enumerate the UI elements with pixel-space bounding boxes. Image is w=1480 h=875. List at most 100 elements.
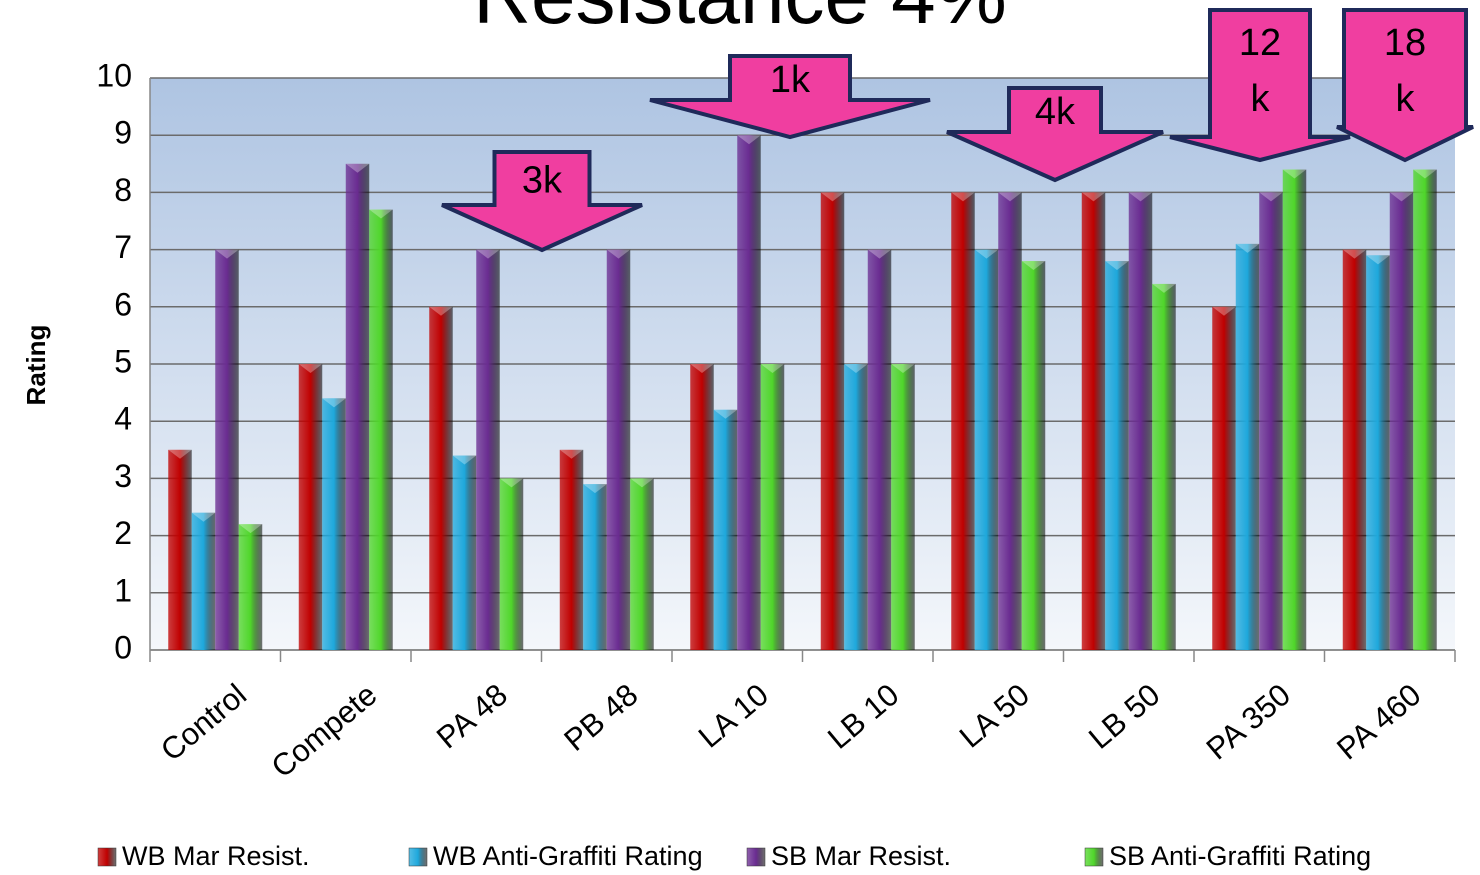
x-tick-label: PA 48 bbox=[430, 677, 514, 756]
callout-label: k bbox=[1396, 78, 1416, 120]
bar-cap bbox=[476, 249, 500, 259]
y-tick-label: 3 bbox=[114, 458, 132, 494]
bar-cap bbox=[168, 449, 192, 459]
bar-cap bbox=[951, 192, 975, 202]
bar bbox=[1128, 192, 1153, 650]
bar-cap bbox=[630, 478, 654, 488]
bar-cap bbox=[713, 409, 738, 419]
callout-label: 12 bbox=[1239, 22, 1281, 64]
bar-cap bbox=[844, 364, 868, 373]
y-tick-label: 8 bbox=[114, 172, 132, 208]
bar-cap bbox=[1282, 169, 1307, 179]
bar bbox=[298, 364, 323, 650]
bar bbox=[1081, 192, 1106, 650]
bar bbox=[606, 249, 631, 650]
y-tick-label: 6 bbox=[114, 286, 132, 322]
bar-cap bbox=[690, 364, 714, 373]
x-tick-label: PA 350 bbox=[1200, 677, 1297, 767]
x-tick-label: PB 48 bbox=[557, 677, 644, 758]
bar-cap bbox=[369, 209, 393, 219]
bar bbox=[867, 249, 892, 650]
bar bbox=[820, 192, 845, 650]
bar bbox=[844, 364, 868, 650]
bar-cap bbox=[1081, 192, 1106, 202]
bar bbox=[345, 163, 370, 651]
callout-label: 3k bbox=[522, 160, 563, 202]
callout-arrow bbox=[946, 86, 1164, 183]
bar bbox=[891, 364, 915, 650]
bar-cap bbox=[1105, 261, 1129, 271]
bar-cap bbox=[606, 249, 631, 259]
callout-arrow bbox=[441, 150, 643, 253]
y-tick-label: 4 bbox=[114, 401, 132, 437]
callout-arrow bbox=[1336, 8, 1474, 163]
bar-cap bbox=[499, 478, 524, 488]
legend-swatch bbox=[746, 847, 766, 867]
chart-title: Resistance 4% bbox=[473, 0, 1007, 40]
bar-cap bbox=[583, 484, 607, 494]
legend-label: SB Mar Resist. bbox=[771, 841, 951, 871]
y-tick-label: 5 bbox=[114, 343, 132, 379]
callout-label: 18 bbox=[1384, 22, 1426, 64]
x-tick-label: LA 50 bbox=[953, 677, 1036, 755]
bar bbox=[322, 398, 346, 650]
bar bbox=[191, 512, 216, 650]
bar bbox=[238, 524, 263, 650]
legend-swatch bbox=[408, 847, 428, 867]
y-axis-label: Rating bbox=[21, 325, 51, 406]
bar bbox=[1152, 283, 1176, 650]
bar-cap bbox=[867, 249, 892, 259]
y-tick-label: 10 bbox=[96, 57, 132, 93]
bar-cap bbox=[322, 398, 346, 408]
y-tick-label: 1 bbox=[114, 572, 132, 608]
bar bbox=[369, 209, 393, 650]
bar-cap bbox=[1021, 261, 1046, 271]
bar bbox=[452, 455, 477, 650]
bar bbox=[998, 192, 1022, 650]
bar bbox=[1021, 261, 1046, 650]
x-tick-label: Compete bbox=[265, 677, 384, 785]
bar bbox=[737, 135, 761, 650]
x-tick-label: LB 10 bbox=[821, 677, 906, 756]
bar bbox=[1413, 169, 1437, 650]
bar bbox=[1259, 192, 1283, 650]
bar bbox=[559, 449, 584, 650]
callout-label: 4k bbox=[1035, 91, 1076, 133]
bar bbox=[690, 364, 714, 650]
bar-cap bbox=[1389, 192, 1414, 202]
bar-cap bbox=[238, 524, 263, 534]
bar bbox=[583, 484, 607, 650]
bar bbox=[1389, 192, 1414, 650]
bar-cap bbox=[820, 192, 845, 202]
bar bbox=[760, 364, 785, 650]
legend-label: WB Anti-Graffiti Rating bbox=[433, 841, 703, 871]
bar-cap bbox=[1259, 192, 1283, 202]
bar-cap bbox=[1128, 192, 1153, 202]
bar-cap bbox=[1413, 169, 1437, 179]
bar bbox=[476, 249, 500, 650]
bar bbox=[1366, 255, 1390, 650]
bar bbox=[1105, 261, 1129, 650]
y-tick-label: 9 bbox=[114, 115, 132, 151]
callout-label: 1k bbox=[770, 59, 811, 101]
bar-cap bbox=[559, 449, 584, 459]
bar bbox=[974, 249, 999, 650]
callout-label: k bbox=[1251, 78, 1271, 120]
bar bbox=[1212, 306, 1236, 650]
bar-cap bbox=[1212, 306, 1236, 316]
bar-cap bbox=[1366, 255, 1390, 265]
bar-cap bbox=[1152, 283, 1176, 293]
bar bbox=[951, 192, 975, 650]
bar-cap bbox=[998, 192, 1022, 202]
x-tick-label: LA 10 bbox=[692, 677, 775, 755]
x-tick-label: LB 50 bbox=[1082, 677, 1167, 756]
bar-cap bbox=[760, 364, 785, 373]
bar bbox=[215, 249, 239, 650]
legend-swatch bbox=[97, 847, 117, 867]
bar bbox=[1235, 243, 1260, 650]
callout-arrow bbox=[1169, 8, 1351, 163]
y-tick-label: 2 bbox=[114, 515, 132, 551]
bar-cap bbox=[298, 364, 323, 373]
legend-label: SB Anti-Graffiti Rating bbox=[1109, 841, 1371, 871]
